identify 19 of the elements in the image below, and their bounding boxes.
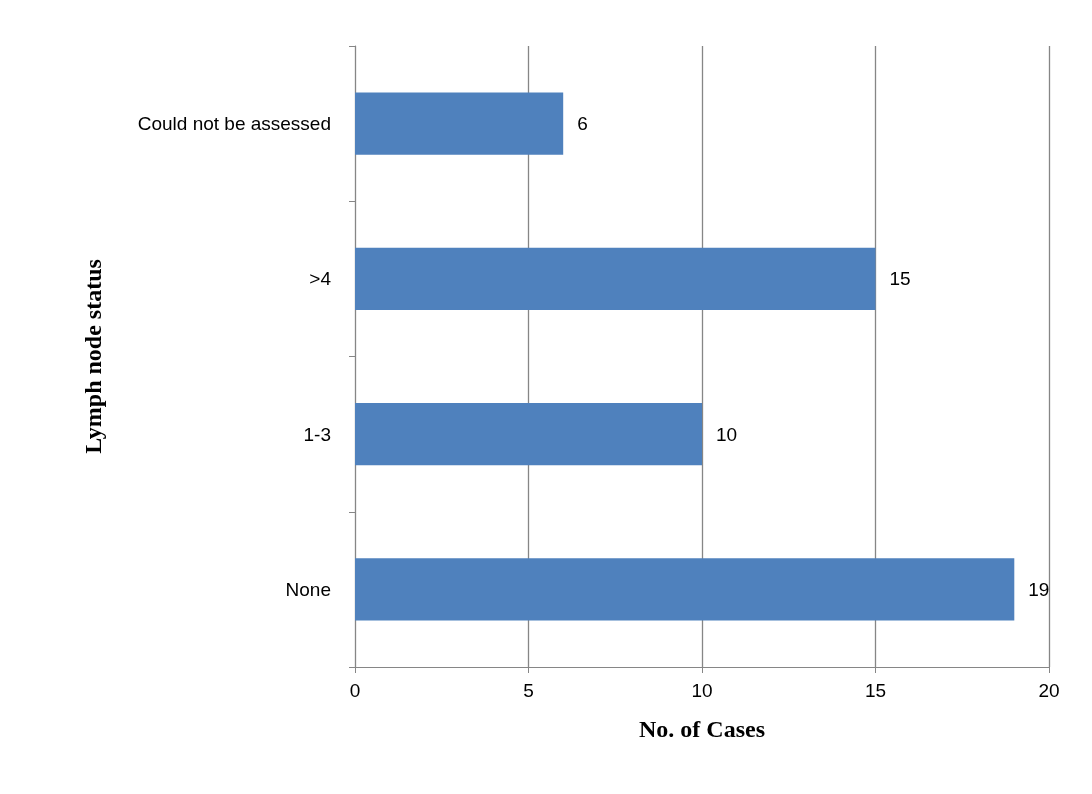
y-tick-label: Could not be assessed [137, 113, 331, 135]
data-label: 6 [577, 113, 588, 135]
y-tick-label: 1-3 [303, 423, 331, 445]
y-axis-title: Lymph node status [80, 259, 106, 454]
data-label: 19 [1028, 578, 1050, 600]
y-tick-label: >4 [309, 268, 332, 290]
x-tick-label: 0 [349, 680, 361, 701]
data-label: 10 [716, 423, 738, 445]
bar [355, 247, 876, 310]
bar [355, 403, 702, 466]
y-tick-label: None [285, 578, 331, 600]
x-tick-label: 10 [691, 680, 713, 701]
x-tick-label: 5 [523, 680, 534, 701]
data-label: 15 [889, 268, 911, 290]
x-axis-title: No. of Cases [639, 716, 765, 742]
bar [355, 558, 1015, 621]
x-tick-label: 20 [1038, 680, 1060, 701]
x-tick-label: 15 [864, 680, 887, 701]
bar [355, 92, 564, 155]
